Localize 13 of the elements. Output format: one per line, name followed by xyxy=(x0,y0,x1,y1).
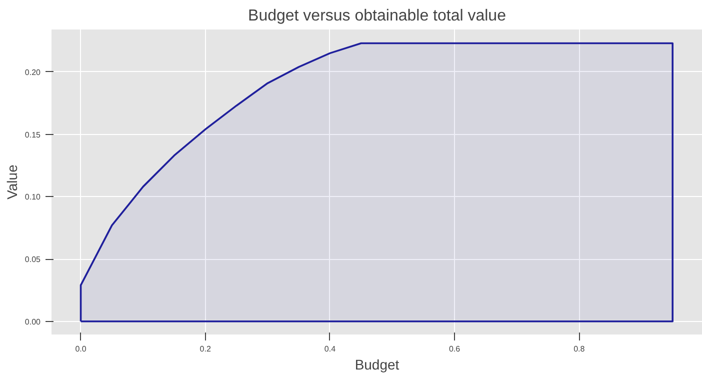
y-tick-label: 0.10 xyxy=(24,192,42,202)
chart-title: Budget versus obtainable total value xyxy=(248,8,506,24)
x-tick-label: 0.6 xyxy=(449,344,461,354)
y-tick-label: 0.05 xyxy=(24,255,42,264)
x-axis-title: Budget xyxy=(354,356,400,372)
x-tick-label: 0.4 xyxy=(324,344,336,354)
x-tick-label: 0.0 xyxy=(75,344,87,354)
x-tick-label: 0.8 xyxy=(574,344,586,354)
y-tick-label: 0.15 xyxy=(24,130,42,140)
y-tick-label: 0.00 xyxy=(24,317,42,326)
x-tick-label: 0.2 xyxy=(200,344,212,354)
y-axis-title: Value xyxy=(4,164,20,200)
y-tick-label: 0.20 xyxy=(24,68,42,77)
